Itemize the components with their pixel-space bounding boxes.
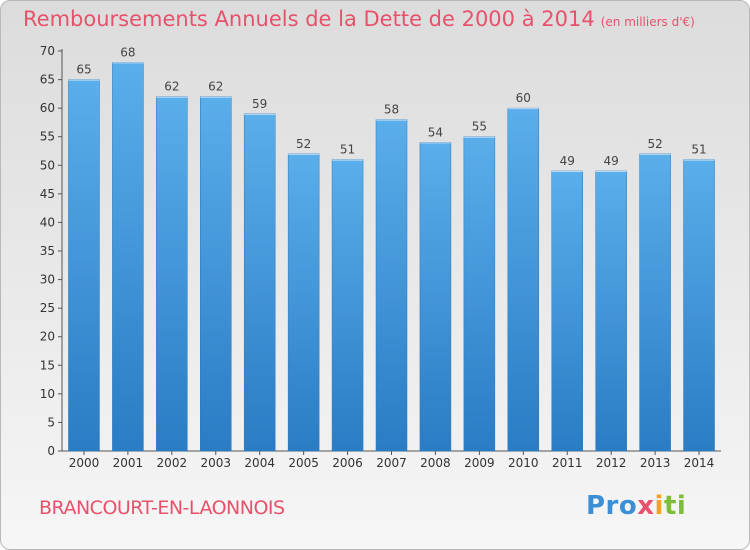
- bar-2009: [463, 136, 496, 452]
- x-tick-label: 2009: [464, 456, 495, 470]
- x-tick-label: 2002: [157, 456, 188, 470]
- y-tick-label: 55: [40, 130, 55, 144]
- y-tick-label: 15: [40, 358, 55, 372]
- chart-title-text: Remboursements Annuels de la Dette de 20…: [23, 7, 595, 31]
- labels: 65 2000 68 2001 62 2002 62 2003 59 2004 52 2005 51 20…: [69, 45, 715, 470]
- x-tick-label: 2010: [508, 456, 539, 470]
- bar-2005: [287, 153, 320, 452]
- x-tick-label: 2004: [244, 456, 275, 470]
- x-tick-label: 2001: [113, 456, 144, 470]
- data-label: 59: [252, 97, 267, 111]
- data-label: 58: [384, 103, 399, 117]
- data-label: 54: [428, 125, 443, 139]
- proxiti-logo: Proxiti: [586, 491, 686, 521]
- bar-2008: [419, 142, 452, 452]
- x-tick-label: 2003: [200, 456, 231, 470]
- y-tick-label: 40: [40, 215, 55, 229]
- bar-2010: [507, 107, 540, 452]
- y-tick-label: 30: [40, 273, 55, 287]
- x-tick-label: 2007: [376, 456, 407, 470]
- bar-2006: [331, 159, 364, 452]
- bar-2004: [243, 113, 276, 452]
- data-label: 49: [560, 154, 575, 168]
- data-label: 68: [120, 45, 135, 59]
- x-tick-label: 2000: [69, 456, 100, 470]
- bar-2003: [200, 96, 232, 452]
- data-label: 51: [691, 143, 706, 157]
- bar-2000: [68, 79, 100, 452]
- bar-2014: [683, 159, 715, 452]
- y-tick-label: 50: [40, 158, 55, 172]
- data-label: 55: [472, 120, 487, 134]
- data-label: 51: [340, 143, 355, 157]
- data-label: 65: [76, 63, 91, 77]
- y-tick-label: 25: [40, 301, 55, 315]
- y-tick-label: 35: [40, 244, 55, 258]
- x-tick-label: 2011: [552, 456, 583, 470]
- y-tick-label: 5: [47, 415, 55, 429]
- y-tick-label: 60: [40, 101, 55, 115]
- bar-2012: [595, 170, 627, 452]
- bar-2007: [375, 119, 408, 452]
- x-tick-label: 2005: [288, 456, 319, 470]
- x-tick-label: 2006: [332, 456, 363, 470]
- y-tick-label: 45: [40, 187, 55, 201]
- data-label: 52: [647, 137, 662, 151]
- logo-part-1: Pro: [586, 491, 638, 521]
- logo-part-2: x: [637, 491, 655, 521]
- commune-name: BRANCOURT-EN-LAONNOIS: [39, 497, 285, 519]
- bar-2002: [156, 96, 188, 452]
- chart-unit: (en milliers d'€): [600, 15, 695, 29]
- x-tick-label: 2014: [684, 456, 715, 470]
- data-label: 52: [296, 137, 311, 151]
- data-label: 62: [164, 80, 179, 94]
- bar-2013: [639, 153, 671, 452]
- axes: 0 5 10 15 20 25 30 35 40 45 50 55 60 65 70: [40, 44, 721, 458]
- data-label: 49: [604, 154, 619, 168]
- chart-title: Remboursements Annuels de la Dette de 20…: [23, 7, 695, 31]
- bar-2001: [112, 62, 144, 452]
- data-label: 60: [516, 91, 531, 105]
- y-tick-label: 10: [40, 387, 55, 401]
- y-tick-label: 0: [47, 444, 55, 458]
- logo-part-4: ti: [663, 491, 687, 521]
- y-tick-label: 65: [40, 73, 55, 87]
- x-tick-label: 2012: [596, 456, 627, 470]
- y-tick-label: 70: [40, 44, 55, 58]
- x-tick-label: 2013: [640, 456, 671, 470]
- bars: [68, 62, 715, 452]
- data-label: 62: [208, 80, 223, 94]
- x-tick-label: 2008: [420, 456, 451, 470]
- bar-2011: [551, 170, 583, 452]
- logo-part-3: i: [654, 491, 664, 521]
- y-tick-label: 20: [40, 330, 55, 344]
